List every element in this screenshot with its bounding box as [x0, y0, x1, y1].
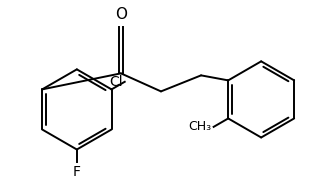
Text: O: O	[115, 7, 127, 22]
Text: F: F	[73, 165, 81, 178]
Text: CH₃: CH₃	[188, 120, 212, 133]
Text: Cl: Cl	[110, 75, 123, 89]
